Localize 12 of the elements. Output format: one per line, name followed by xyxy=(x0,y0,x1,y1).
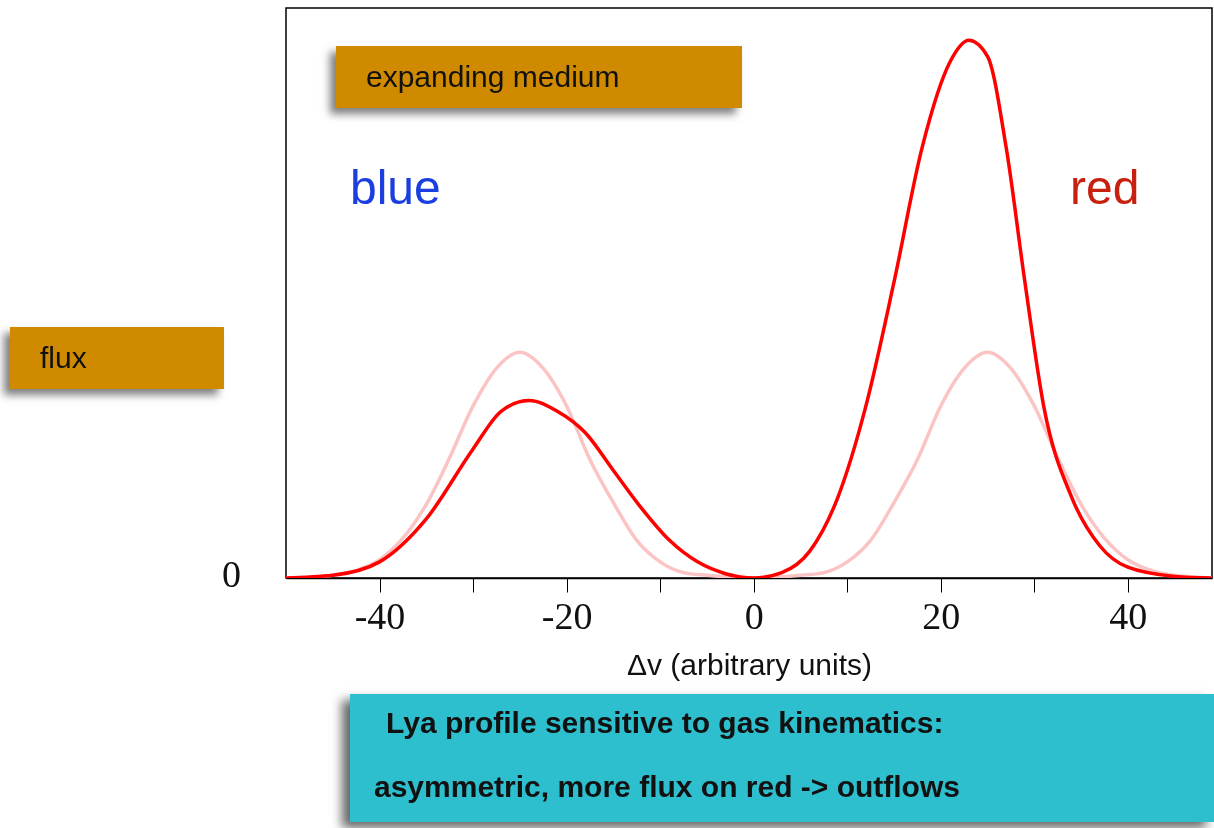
x-axis-title: Δv (arbitrary units) xyxy=(626,647,873,681)
x-tick-label: 0 xyxy=(744,594,764,637)
text-box: Lya profile sensitive to gas kinematics: asymmetric, more flux on red -> outflows xyxy=(350,694,1214,822)
annotation: red xyxy=(1070,160,1140,215)
label-box: expanding medium xyxy=(336,46,742,108)
annotation: blue xyxy=(350,160,441,215)
label-box: flux xyxy=(10,327,224,389)
x-tick-label: 20 xyxy=(922,594,961,637)
x-tick-label: -40 xyxy=(354,594,406,637)
text: 0 xyxy=(222,552,241,596)
x-tick-label: -20 xyxy=(541,594,593,637)
x-tick-label: 40 xyxy=(1109,594,1148,637)
